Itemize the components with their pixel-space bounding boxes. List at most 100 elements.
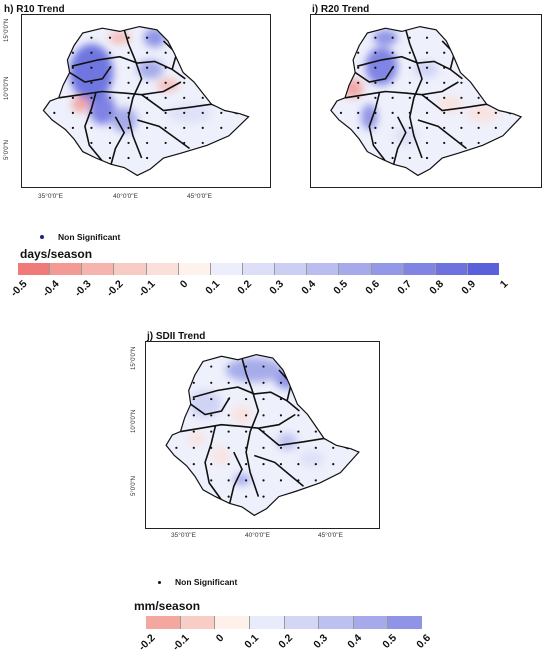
legend1-tick-label: 0.9 (459, 278, 479, 297)
grid-point (227, 479, 230, 482)
grid-point (164, 111, 167, 114)
legend1-swatch (210, 263, 243, 275)
grid-point (279, 446, 283, 449)
grid-point (175, 446, 178, 449)
grid-point (164, 141, 167, 145)
grid-point (90, 81, 93, 84)
grid-point (108, 36, 112, 39)
trend-blob (299, 450, 325, 468)
grid-point (127, 81, 130, 84)
grid-point (201, 141, 204, 145)
legend2-tick-label: 0.1 (242, 632, 261, 651)
grid-point (71, 81, 74, 84)
grid-point (192, 397, 195, 401)
legend1-tick-label: 0 (177, 278, 190, 291)
grid-point (108, 126, 112, 130)
grid-point (374, 96, 377, 99)
grid-point (145, 111, 149, 114)
grid-point (201, 126, 204, 130)
grid-point (408, 96, 411, 99)
region-border (417, 119, 467, 150)
grid-point (108, 141, 112, 145)
legend1-tick-label: -0.1 (136, 278, 158, 300)
grid-point (210, 414, 213, 417)
country-outline (330, 25, 523, 177)
grid-point (332, 446, 335, 449)
legend2-tick-label: 0.4 (345, 632, 365, 651)
grid-point (460, 96, 463, 99)
legend1-tick-label: 0.4 (299, 278, 319, 297)
grid-point (90, 66, 93, 69)
grid-point (244, 462, 248, 466)
grid-point (164, 96, 167, 99)
legend2-swatch (284, 616, 320, 629)
grid-point (460, 126, 463, 130)
grid-point (408, 81, 411, 84)
lat-label-r10-15n: 15°0'0"N (4, 18, 10, 42)
grid-point (244, 365, 248, 368)
grid-point (183, 126, 186, 130)
legend1-swatch (339, 263, 372, 275)
grid-point (145, 51, 149, 54)
grid-point (408, 36, 411, 39)
grid-point (391, 141, 394, 145)
grid-point (127, 66, 130, 69)
trend-blob (188, 390, 222, 418)
significance-dot-icon (40, 235, 44, 239)
grid-point (477, 111, 480, 114)
legend2-tick-label: 0.2 (276, 632, 296, 651)
grid-point (210, 462, 213, 466)
region-border (190, 396, 231, 416)
trend-blob (373, 29, 398, 46)
grid-point (210, 430, 213, 433)
grid-point (425, 126, 429, 130)
lon-label-sdii-40e: 40°0'0"E (245, 532, 270, 539)
grid-point (220, 126, 223, 130)
grid-point (127, 126, 130, 130)
grid-point (201, 96, 204, 99)
grid-point (339, 111, 343, 114)
grid-point (192, 446, 195, 449)
grid-point (227, 381, 230, 384)
grid-point (314, 446, 317, 449)
region-border (84, 92, 104, 162)
country-outline (42, 25, 250, 177)
grid-point (145, 156, 149, 160)
lat-label-sdii-10n: 10°0'0"N (131, 409, 137, 433)
grid-point (477, 126, 480, 130)
grid-point (391, 156, 394, 160)
grid-point (374, 51, 377, 54)
legend1-swatch (82, 263, 115, 275)
grid-point (314, 479, 317, 482)
grid-point (145, 36, 149, 39)
grid-point (192, 414, 195, 417)
grid-point (192, 462, 195, 466)
lon-label-sdii-45e: 45°0'0"E (318, 532, 343, 539)
color-bar-ticks-1: -0.5 -0.4 -0.3 -0.2 -0.1 0 0.1 0.2 0.3 0.4 0.5 0.6 0… (8, 278, 510, 308)
grid-point (460, 111, 463, 114)
grid-point (71, 126, 74, 130)
grid-point (443, 81, 446, 84)
legend2-swatch (146, 616, 181, 629)
grid-point (279, 414, 283, 417)
grid-point (227, 495, 230, 498)
grid-point (145, 66, 149, 69)
grid-point (244, 479, 248, 482)
grid-point (90, 96, 93, 99)
color-bar-ticks-2: -0.2 -0.1 0 0.1 0.2 0.3 0.4 0.5 0.6 (136, 632, 433, 658)
region-border (228, 451, 243, 504)
legend1-swatch (435, 263, 468, 275)
grid-point (127, 36, 130, 39)
region-border (354, 65, 395, 83)
legend1-swatch (146, 263, 179, 275)
legend1-tick-label: -0.5 (8, 278, 30, 300)
grid-point (244, 397, 248, 401)
grid-point (262, 414, 265, 417)
grid-point (90, 141, 93, 145)
grid-point (494, 111, 497, 114)
unit-label-2: mm/season (134, 599, 201, 613)
grid-point (443, 51, 446, 54)
grid-point (210, 381, 213, 384)
grid-point (164, 126, 167, 130)
grid-point (90, 36, 93, 39)
